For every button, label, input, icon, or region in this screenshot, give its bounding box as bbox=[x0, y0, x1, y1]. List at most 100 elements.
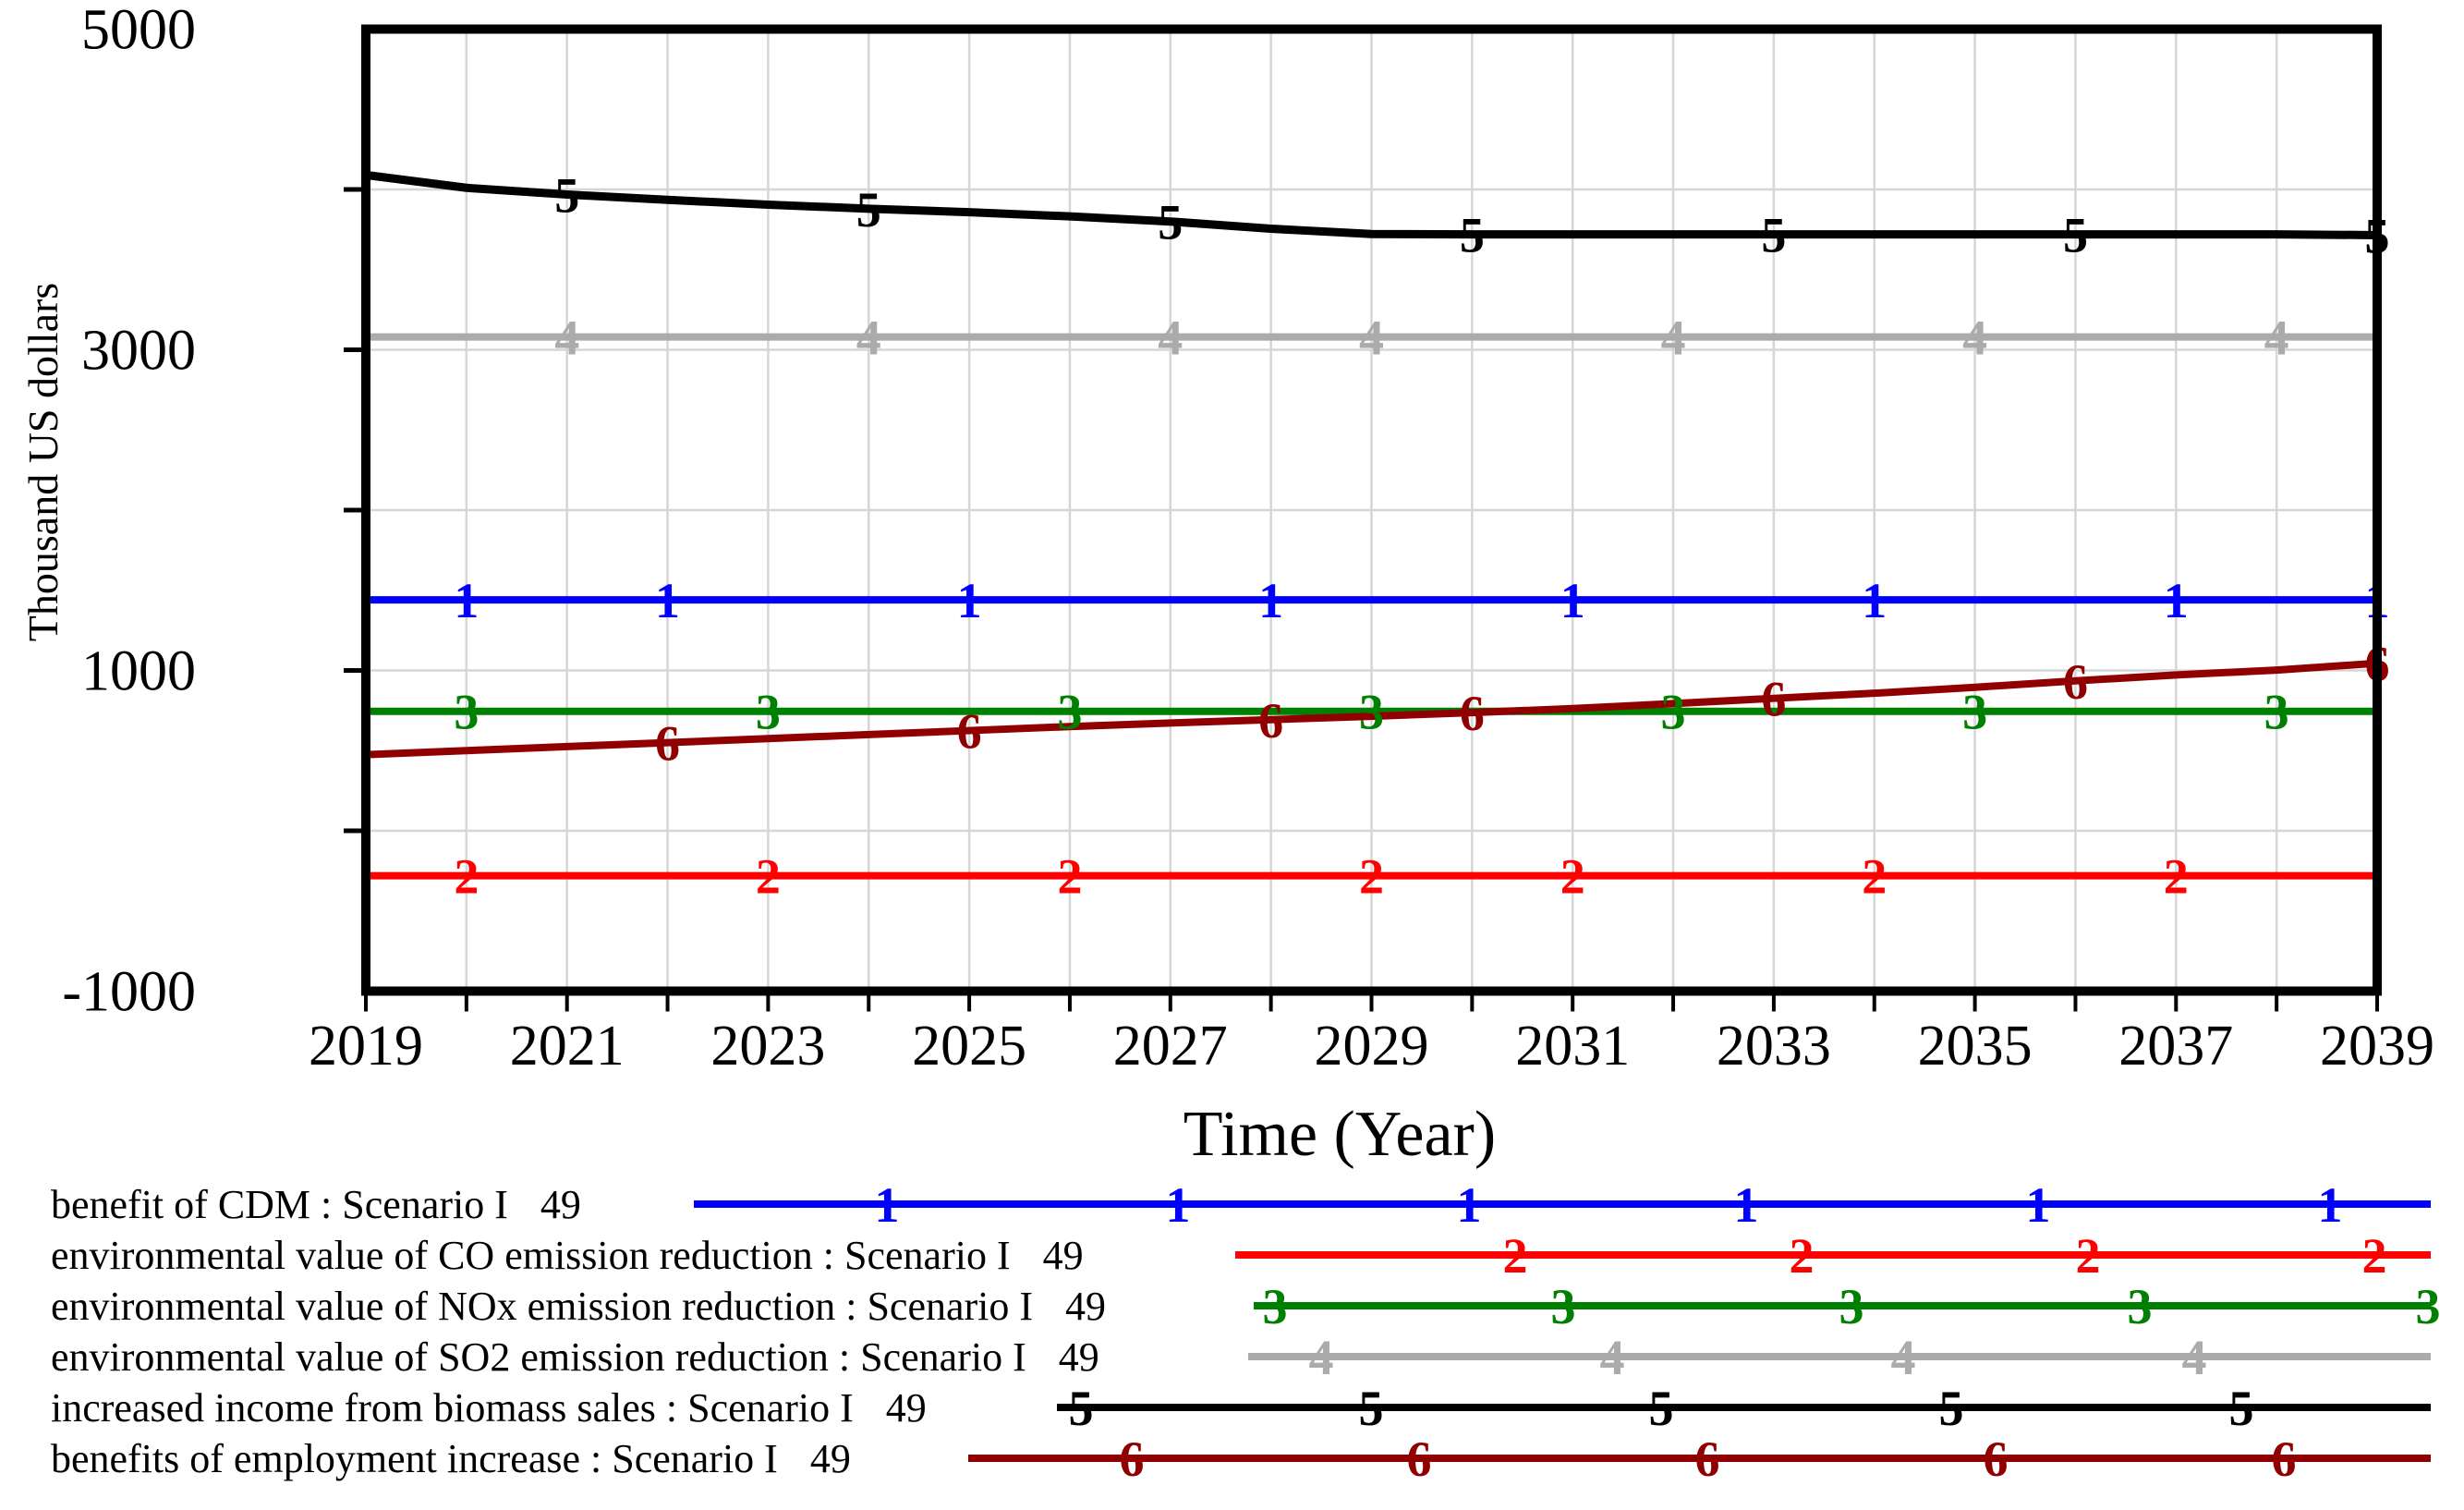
legend-label-text: environmental value of CO emission reduc… bbox=[51, 1233, 1011, 1278]
x-tick-label: 2037 bbox=[2118, 1015, 2233, 1078]
series-marker-2: 2 bbox=[2164, 849, 2189, 905]
legend-marker-1: 1 bbox=[1166, 1177, 1191, 1233]
y-axis-title: Thousand US dollars bbox=[19, 283, 67, 641]
series-marker-1: 1 bbox=[1862, 573, 1887, 628]
legend-item-label: environmental value of CO emission reduc… bbox=[51, 1233, 1084, 1278]
series-marker-5: 5 bbox=[1460, 208, 1485, 263]
legend-run-number: 49 bbox=[1043, 1233, 1084, 1278]
legend-run-number: 49 bbox=[540, 1182, 581, 1227]
series-marker-3: 3 bbox=[1661, 685, 1686, 740]
legend-marker-6: 6 bbox=[1984, 1431, 2009, 1487]
legend-marker-5: 5 bbox=[1939, 1381, 1964, 1436]
series-marker-3: 3 bbox=[2264, 685, 2289, 740]
legend-label-text: environmental value of NOx emission redu… bbox=[51, 1284, 1033, 1329]
legend-marker-6: 6 bbox=[1695, 1431, 1720, 1487]
series-marker-2: 2 bbox=[454, 849, 479, 905]
series-marker-6: 6 bbox=[1761, 672, 1786, 727]
legend-marker-4: 4 bbox=[2182, 1330, 2207, 1385]
legend-label-text: benefit of CDM : Scenario I bbox=[51, 1182, 508, 1227]
legend-marker-2: 2 bbox=[1790, 1228, 1815, 1284]
series-marker-3: 3 bbox=[1962, 685, 1987, 740]
x-tick-label: 2025 bbox=[912, 1015, 1026, 1078]
gridlines bbox=[366, 29, 2377, 992]
series-marker-2: 2 bbox=[1359, 849, 1384, 905]
x-tick-label: 2021 bbox=[510, 1015, 625, 1078]
legend-marker-4: 4 bbox=[1309, 1330, 1334, 1385]
series-lines bbox=[365, 170, 2378, 880]
series-markers: 1 1 1 1 1 1 1 12 2 2 2 2 2 23 3 3 3 3 3 34 4 4 4 4 4 45 5 5 5 5 5 56 6 6 6… bbox=[454, 168, 2389, 905]
plot-border bbox=[361, 24, 2382, 996]
legend-item-label: benefit of CDM : Scenario I 49 bbox=[51, 1182, 581, 1227]
series-marker-3: 3 bbox=[1057, 685, 1082, 740]
legend-label-text: environmental value of SO2 emission redu… bbox=[51, 1334, 1026, 1380]
legend-marker-6: 6 bbox=[2272, 1431, 2297, 1487]
legend-marker-2: 2 bbox=[2076, 1228, 2101, 1284]
series-marker-1: 1 bbox=[1560, 573, 1585, 628]
series-marker-4: 4 bbox=[1661, 311, 1686, 366]
series-marker-1: 1 bbox=[957, 573, 982, 628]
legend-marker-3: 3 bbox=[2128, 1279, 2153, 1334]
series-line-6 bbox=[365, 659, 2378, 759]
y-tick-label: 5000 bbox=[81, 0, 196, 62]
series-marker-4: 4 bbox=[2264, 311, 2289, 366]
legend-marker-1: 1 bbox=[2026, 1177, 2051, 1233]
legend-run-number: 49 bbox=[1065, 1284, 1106, 1329]
legend-marker-5: 5 bbox=[2229, 1381, 2254, 1436]
series-line-5 bbox=[365, 170, 2378, 239]
legend-marker-4: 4 bbox=[1891, 1330, 1916, 1385]
series-marker-6: 6 bbox=[1460, 686, 1485, 741]
legend-run-number: 49 bbox=[1059, 1334, 1099, 1380]
legend-marker-6: 6 bbox=[1120, 1431, 1145, 1487]
legend-marker-1: 1 bbox=[1457, 1177, 1482, 1233]
x-tick-label: 2035 bbox=[1918, 1015, 2033, 1078]
legend-run-number: 49 bbox=[810, 1436, 851, 1481]
legend-marker-6: 6 bbox=[1407, 1431, 1432, 1487]
legend-item-label: environmental value of NOx emission redu… bbox=[51, 1284, 1106, 1329]
legend-marker-2: 2 bbox=[1503, 1228, 1528, 1284]
series-marker-2: 2 bbox=[1862, 849, 1887, 905]
legend-label-text: increased income from biomass sales : Sc… bbox=[51, 1385, 854, 1431]
series-marker-4: 4 bbox=[1359, 311, 1384, 366]
y-tick-label: 3000 bbox=[81, 320, 196, 383]
legend-item-label: benefits of employment increase : Scenar… bbox=[51, 1436, 851, 1481]
y-tick-label: 1000 bbox=[81, 640, 196, 703]
legend-marker-2: 2 bbox=[2362, 1228, 2387, 1284]
series-marker-4: 4 bbox=[856, 311, 881, 366]
y-tick-labels: 5000 3000 1000 -1000 bbox=[62, 0, 196, 1024]
legend: benefit of CDM : Scenario I 49 environmen… bbox=[51, 1182, 1106, 1481]
series-marker-3: 3 bbox=[756, 685, 781, 740]
legend-marker-4: 4 bbox=[1600, 1330, 1625, 1385]
x-tick-label: 2029 bbox=[1315, 1015, 1429, 1078]
legend-marker-1: 1 bbox=[2318, 1177, 2343, 1233]
series-marker-3: 3 bbox=[1359, 685, 1384, 740]
x-tick-labels: 2019 2021 2023 2025 2027 2029 2031 2033 2035 2037… bbox=[309, 1015, 2434, 1078]
legend-run-number: 49 bbox=[886, 1385, 927, 1431]
x-tick-label: 2027 bbox=[1113, 1015, 1228, 1078]
legend-marker-5: 5 bbox=[1359, 1381, 1384, 1436]
series-marker-1: 1 bbox=[454, 573, 479, 628]
series-marker-1: 1 bbox=[655, 573, 680, 628]
legend-marker-3: 3 bbox=[1839, 1279, 1864, 1334]
x-tick-label: 2031 bbox=[1515, 1015, 1630, 1078]
series-marker-6: 6 bbox=[655, 716, 680, 772]
x-tick-label: 2039 bbox=[2320, 1015, 2434, 1078]
series-marker-4: 4 bbox=[1962, 311, 1987, 366]
series-marker-5: 5 bbox=[1761, 208, 1786, 263]
series-marker-4: 4 bbox=[1158, 311, 1183, 366]
series-marker-5: 5 bbox=[1158, 195, 1183, 250]
series-marker-5: 5 bbox=[554, 168, 579, 224]
series-marker-6: 6 bbox=[2063, 654, 2088, 710]
x-tick-label: 2019 bbox=[309, 1015, 423, 1078]
series-marker-3: 3 bbox=[454, 685, 479, 740]
legend-item-label: environmental value of SO2 emission redu… bbox=[51, 1334, 1099, 1380]
series-marker-6: 6 bbox=[957, 704, 982, 760]
axis-ticks bbox=[344, 187, 2379, 1012]
series-marker-1: 1 bbox=[1258, 573, 1283, 628]
legend-marker-3: 3 bbox=[2416, 1279, 2441, 1334]
legend-marker-1: 1 bbox=[875, 1177, 900, 1233]
legend-marker-1: 1 bbox=[1734, 1177, 1759, 1233]
legend-label-text: benefits of employment increase : Scenar… bbox=[51, 1436, 778, 1481]
legend-lines: 1 1 1 1 1 12 2 2 23 3 3 3 34 4 4 45 5 5 5 56 6 6 6 6 bbox=[694, 1177, 2441, 1487]
series-marker-5: 5 bbox=[856, 182, 881, 237]
